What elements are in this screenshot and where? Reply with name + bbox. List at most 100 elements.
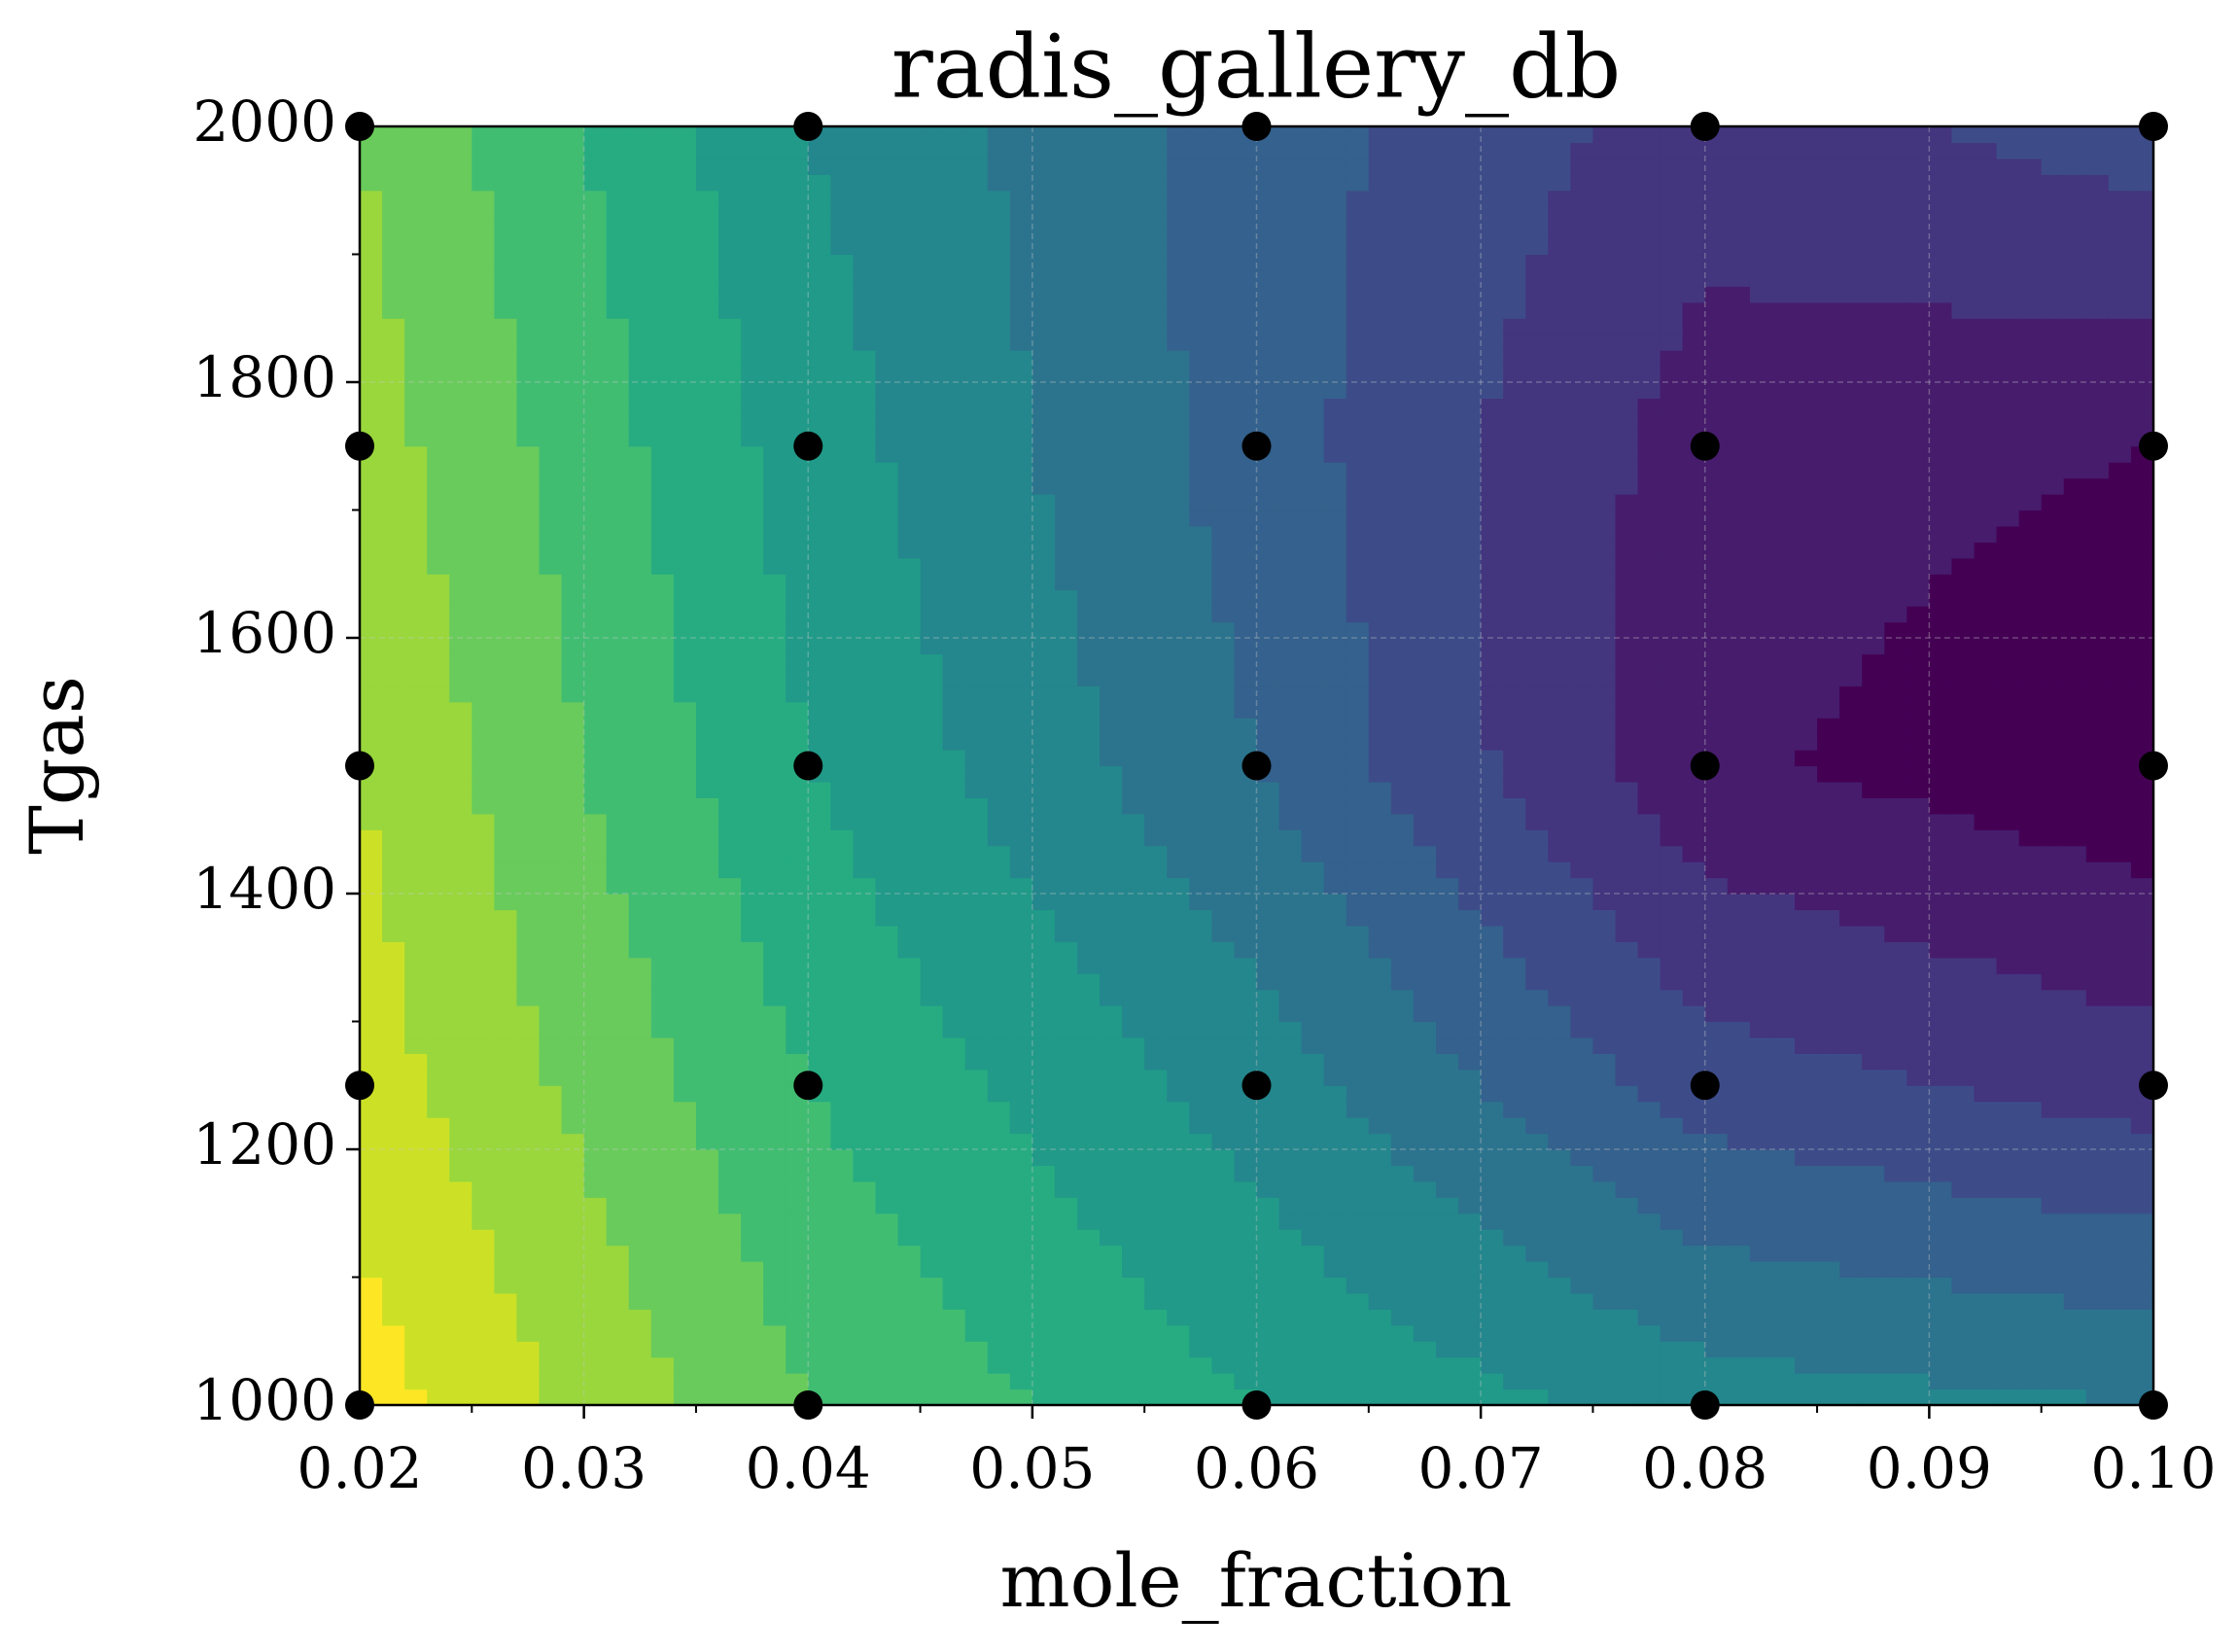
- contour-cell: [1100, 174, 1123, 192]
- contour-cell: [628, 222, 652, 239]
- contour-cell: [987, 718, 1011, 735]
- contour-cell: [1167, 1245, 1190, 1262]
- contour-cell: [1481, 606, 1504, 623]
- contour-cell: [1660, 797, 1684, 815]
- contour-cell: [942, 894, 966, 911]
- contour-cell: [494, 462, 518, 479]
- contour-cell: [360, 350, 383, 368]
- contour-cell: [673, 525, 697, 543]
- contour-cell: [853, 750, 877, 767]
- contour-cell: [1346, 462, 1370, 479]
- contour-cell: [1503, 1197, 1526, 1214]
- contour-cell: [1682, 781, 1706, 798]
- contour-cell: [1749, 1261, 1773, 1279]
- contour-cell: [382, 269, 405, 287]
- contour-cell: [1189, 286, 1212, 303]
- contour-cell: [1189, 685, 1212, 703]
- contour-cell: [1278, 653, 1303, 671]
- contour-cell: [1122, 1005, 1145, 1023]
- contour-cell: [897, 318, 922, 335]
- contour-cell: [1100, 765, 1123, 783]
- contour-cell: [942, 973, 966, 991]
- contour-cell: [741, 781, 764, 798]
- contour-cell: [741, 1117, 764, 1135]
- contour-cell: [1144, 445, 1168, 463]
- contour-cell: [897, 286, 922, 303]
- contour-cell: [1704, 733, 1729, 751]
- contour-cell: [1077, 1005, 1101, 1023]
- contour-cell: [1122, 126, 1145, 144]
- contour-cell: [427, 1292, 450, 1310]
- contour-cell: [606, 750, 630, 767]
- contour-cell: [404, 174, 428, 192]
- contour-cell: [1077, 334, 1101, 351]
- contour-cell: [1390, 1149, 1415, 1167]
- contour-cell: [1323, 174, 1347, 192]
- contour-cell: [1009, 621, 1033, 639]
- contour-cell: [1525, 813, 1549, 830]
- contour-cell: [1413, 542, 1437, 559]
- contour-cell: [1390, 1388, 1415, 1406]
- contour-cell: [382, 925, 405, 942]
- contour-cell: [853, 957, 877, 974]
- contour-cell: [1592, 606, 1617, 623]
- contour-cell: [1122, 557, 1145, 575]
- contour-cell: [763, 445, 787, 463]
- contour-cell: [1211, 1085, 1236, 1103]
- contour-cell: [763, 1292, 787, 1310]
- contour-cell: [650, 1053, 675, 1071]
- contour-cell: [1144, 606, 1168, 623]
- contour-cell: [539, 653, 563, 671]
- contour-cell: [695, 685, 719, 703]
- contour-cell: [1592, 1213, 1617, 1230]
- contour-cell: [763, 430, 787, 447]
- contour-cell: [1009, 845, 1033, 862]
- contour-cell: [382, 638, 405, 655]
- contour-cell: [1054, 765, 1078, 783]
- contour-cell: [1570, 589, 1594, 607]
- contour-cell: [1615, 1069, 1639, 1086]
- contour-cell: [1525, 398, 1549, 415]
- contour-cell: [1278, 1037, 1303, 1054]
- contour-cell: [1570, 1117, 1594, 1135]
- contour-cell: [1637, 1180, 1661, 1198]
- contour-cell: [1122, 1324, 1145, 1342]
- contour-cell: [650, 669, 675, 686]
- contour-cell: [942, 158, 966, 175]
- contour-cell: [1211, 542, 1236, 559]
- contour-cell: [830, 781, 854, 798]
- contour-cell: [741, 685, 764, 703]
- contour-cell: [382, 190, 405, 207]
- contour-cell: [673, 350, 697, 368]
- contour-cell: [786, 1101, 809, 1118]
- contour-cell: [920, 206, 944, 224]
- contour-cell: [718, 701, 742, 719]
- contour-cell: [718, 494, 742, 511]
- contour-cell: [897, 445, 922, 463]
- contour-cell: [1368, 701, 1392, 719]
- contour-cell: [964, 174, 989, 192]
- contour-cell: [1615, 797, 1639, 815]
- contour-cell: [1637, 158, 1661, 175]
- contour-cell: [695, 1373, 719, 1390]
- contour-cell: [561, 1149, 585, 1167]
- contour-cell: [741, 1021, 764, 1038]
- contour-cell: [1436, 1005, 1459, 1023]
- contour-cell: [628, 1261, 652, 1279]
- contour-cell: [628, 158, 652, 175]
- contour-cell: [606, 1324, 630, 1342]
- contour-cell: [1413, 1213, 1437, 1230]
- contour-cell: [1211, 398, 1236, 415]
- contour-cell: [404, 494, 428, 511]
- contour-cell: [763, 1373, 787, 1390]
- contour-cell: [808, 1021, 831, 1038]
- contour-cell: [1749, 813, 1773, 830]
- contour-cell: [763, 1197, 787, 1214]
- contour-cell: [427, 366, 450, 383]
- contour-cell: [1346, 366, 1370, 383]
- contour-cell: [561, 1085, 585, 1103]
- contour-cell: [382, 1292, 405, 1310]
- contour-cell: [1413, 1229, 1437, 1247]
- contour-cell: [1704, 861, 1729, 879]
- contour-cell: [583, 718, 608, 735]
